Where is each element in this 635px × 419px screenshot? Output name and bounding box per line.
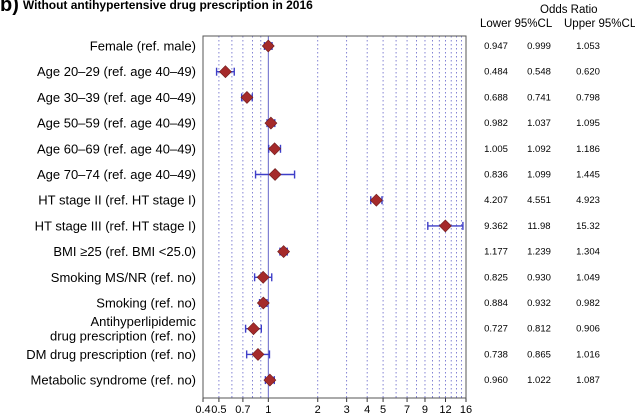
- x-tick-label: 0.5: [211, 404, 226, 416]
- lower-ci-value: 0.947: [484, 41, 508, 52]
- lower-ci-value: 0.727: [484, 324, 508, 335]
- lower-ci-value: 4.207: [484, 195, 508, 206]
- odds-ratio-value: 1.099: [527, 170, 551, 181]
- upper-ci-value: 1.016: [576, 349, 600, 360]
- row-label: Female (ref. male): [90, 39, 196, 54]
- upper-ci-value: 15.32: [576, 221, 600, 232]
- odds-ratio-diamond: [277, 245, 291, 259]
- x-tick-label: 3: [344, 404, 350, 416]
- figure-title: Without antihypertensive drug prescripti…: [22, 0, 313, 12]
- x-tick-label: 0.7: [235, 404, 250, 416]
- upper-ci-value: 1.186: [576, 144, 600, 155]
- lower-ci-value: 1.177: [484, 247, 508, 258]
- x-tick-label: 5: [380, 404, 386, 416]
- odds-ratio-diamond: [256, 296, 270, 310]
- odds-ratio-value: 0.548: [527, 67, 551, 78]
- upper-ci-value: 0.906: [576, 324, 600, 335]
- row-label: Antihyperlipidemic: [91, 314, 197, 329]
- value-table: 0.947 0.999 1.053 0.484 0.548 0.620 0.688 0.741…: [484, 41, 600, 386]
- upper-ci-value: 1.445: [576, 170, 600, 181]
- row-label: Age 50–59 (ref. age 40–49): [37, 116, 196, 131]
- x-axis-ticks: 0.4 0.5 0.7 1 2 3 4 5 7 9 12 16: [195, 398, 472, 416]
- lower-ci-value: 0.688: [484, 92, 508, 103]
- row-label: HT stage II (ref. HT stage I): [38, 193, 196, 208]
- x-tick-label: 2: [315, 404, 321, 416]
- row-label: BMI ≥25 (ref. BMI <25.0): [53, 244, 196, 259]
- odds-ratio-diamond: [438, 219, 452, 233]
- odds-ratio-markers: [219, 39, 452, 387]
- row-label: Age 20–29 (ref. age 40–49): [37, 64, 196, 79]
- row-label: HT stage III (ref. HT stage I): [35, 218, 196, 233]
- row-label: Smoking MS/NR (ref. no): [51, 270, 196, 285]
- upper-ci-value: 1.304: [576, 247, 600, 258]
- odds-ratio-value: 1.022: [527, 375, 551, 386]
- odds-ratio-value: 0.865: [527, 349, 551, 360]
- odds-ratio-diamond: [264, 116, 278, 130]
- odds-ratio-value: 11.98: [527, 221, 550, 232]
- row-label: Age 60–69 (ref. age 40–49): [37, 141, 196, 156]
- lower-ci-value: 0.960: [484, 375, 508, 386]
- odds-ratio-value: 0.932: [527, 298, 551, 309]
- x-tick-label: 0.4: [195, 404, 210, 416]
- lower-ci-value: 1.005: [484, 144, 508, 155]
- row-label: Age 30–39 (ref. age 40–49): [37, 90, 196, 105]
- lower-ci-header: Lower 95%CL: [480, 18, 553, 30]
- odds-ratio-diamond: [261, 39, 275, 53]
- lower-ci-value: 0.825: [484, 272, 508, 283]
- odds-ratio-diamond: [268, 142, 282, 156]
- odds-ratio-value: 4.551: [527, 195, 551, 206]
- odds-ratio-diamond: [256, 270, 270, 284]
- x-tick-label: 1: [265, 404, 271, 416]
- row-label: Age 70–74 (ref. age 40–49): [37, 167, 196, 182]
- odds-ratio-value: 1.239: [527, 247, 551, 258]
- odds-ratio-diamond: [263, 373, 277, 387]
- upper-ci-value: 1.087: [576, 375, 600, 386]
- x-tick-label: 7: [404, 404, 410, 416]
- upper-ci-header: Upper 95%CL: [564, 18, 635, 30]
- upper-ci-value: 0.798: [576, 92, 600, 103]
- lower-ci-value: 0.982: [484, 118, 508, 129]
- upper-ci-value: 4.923: [576, 195, 600, 206]
- lower-ci-value: 0.884: [484, 298, 508, 309]
- odds-ratio-diamond: [268, 168, 282, 181]
- row-labels: Female (ref. male) Age 20–29 (ref. age 40…: [26, 39, 196, 388]
- odds-ratio-value: 0.999: [527, 41, 551, 52]
- odds-ratio-value: 0.930: [527, 272, 551, 283]
- plot-frame: [202, 35, 467, 399]
- odds-ratio-diamond: [251, 347, 265, 361]
- figure-heading: b) Without antihypertensive drug prescrip…: [0, 0, 313, 17]
- odds-ratio-value: 0.812: [527, 324, 551, 335]
- upper-ci-value: 1.053: [576, 41, 600, 52]
- odds-ratio-header: Odds Ratio: [540, 4, 598, 16]
- odds-ratio-value: 1.037: [527, 118, 551, 129]
- row-label: Metabolic syndrome (ref. no): [31, 373, 196, 388]
- upper-ci-value: 0.620: [576, 67, 600, 78]
- panel-letter: b): [0, 0, 19, 16]
- odds-ratio-diamond: [219, 65, 232, 79]
- odds-ratio-diamond: [369, 193, 383, 207]
- lower-ci-value: 0.484: [484, 67, 508, 78]
- lower-ci-value: 0.836: [484, 170, 508, 181]
- x-tick-label: 9: [422, 404, 428, 416]
- row-label: drug prescription (ref. no): [50, 328, 196, 343]
- upper-ci-value: 1.049: [576, 272, 600, 283]
- grid-lines: [218, 36, 467, 398]
- upper-ci-value: 0.982: [576, 298, 600, 309]
- lower-ci-value: 9.362: [484, 221, 508, 232]
- x-tick-label: 16: [460, 404, 472, 416]
- odds-ratio-diamond: [247, 322, 260, 336]
- x-tick-label: 12: [439, 404, 451, 416]
- odds-ratio-diamond: [240, 90, 254, 104]
- odds-ratio-value: 0.741: [527, 92, 551, 103]
- odds-ratio-value: 1.092: [527, 144, 551, 155]
- x-tick-label: 4: [364, 404, 370, 416]
- lower-ci-value: 0.738: [484, 349, 508, 360]
- row-label: DM drug prescription (ref. no): [26, 347, 196, 362]
- upper-ci-value: 1.095: [576, 118, 600, 129]
- row-label: Smoking (ref. no): [96, 296, 196, 311]
